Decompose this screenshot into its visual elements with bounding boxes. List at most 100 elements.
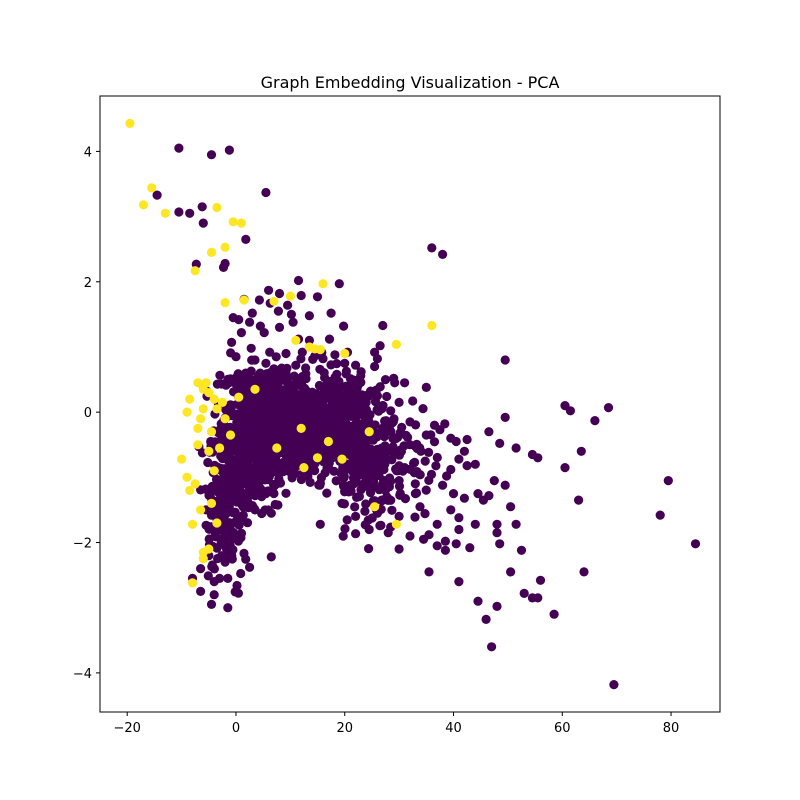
x-tick-label: 0 bbox=[232, 721, 240, 736]
data-point-class-0 bbox=[535, 575, 546, 585]
data-point-class-0 bbox=[492, 519, 502, 529]
data-point-class-0 bbox=[492, 601, 502, 612]
data-point-class-0 bbox=[356, 377, 366, 387]
data-point-class-0 bbox=[206, 150, 217, 160]
data-point-class-0 bbox=[462, 461, 472, 471]
chart-title: Graph Embedding Visualization - PCA bbox=[261, 73, 560, 92]
data-point-class-1 bbox=[206, 427, 217, 437]
x-tick-label: 20 bbox=[336, 721, 353, 736]
data-point-class-0 bbox=[386, 427, 396, 437]
data-point-class-0 bbox=[221, 526, 232, 536]
data-point-class-0 bbox=[378, 423, 388, 433]
data-point-class-0 bbox=[446, 505, 456, 515]
data-point-class-0 bbox=[316, 473, 326, 483]
data-point-class-0 bbox=[353, 492, 363, 502]
data-point-class-1 bbox=[185, 394, 195, 404]
data-point-class-1 bbox=[212, 202, 222, 213]
data-point-class-0 bbox=[340, 358, 350, 368]
data-point-class-0 bbox=[334, 437, 345, 447]
data-point-class-0 bbox=[384, 494, 394, 504]
data-point-class-0 bbox=[275, 429, 285, 439]
data-point-class-0 bbox=[372, 391, 382, 401]
data-point-class-0 bbox=[487, 642, 497, 652]
data-point-class-0 bbox=[233, 476, 243, 486]
data-point-class-1 bbox=[364, 427, 374, 437]
y-axis: −4 −2 0 2 4 bbox=[73, 145, 100, 682]
data-point-class-0 bbox=[264, 285, 274, 295]
data-point-class-0 bbox=[386, 406, 396, 416]
data-point-class-0 bbox=[343, 401, 353, 411]
data-point-class-0 bbox=[266, 508, 276, 518]
data-point-class-0 bbox=[519, 588, 529, 599]
data-point-class-0 bbox=[288, 317, 298, 327]
data-point-class-0 bbox=[310, 351, 320, 361]
data-point-class-0 bbox=[389, 373, 399, 383]
data-point-class-0 bbox=[459, 446, 469, 456]
data-point-class-0 bbox=[500, 355, 510, 365]
data-point-class-0 bbox=[305, 437, 316, 448]
data-point-class-0 bbox=[340, 524, 350, 534]
data-point-class-0 bbox=[301, 363, 311, 373]
data-point-class-0 bbox=[334, 376, 344, 386]
data-point-class-0 bbox=[473, 489, 483, 499]
data-point-class-1 bbox=[193, 423, 203, 433]
data-point-class-0 bbox=[338, 461, 348, 471]
data-point-class-0 bbox=[344, 392, 354, 402]
data-point-class-1 bbox=[391, 519, 401, 529]
data-point-class-0 bbox=[288, 446, 298, 456]
data-point-class-0 bbox=[394, 397, 404, 407]
data-point-class-0 bbox=[312, 292, 323, 302]
data-point-class-0 bbox=[218, 262, 229, 272]
data-point-class-0 bbox=[237, 402, 248, 412]
data-point-class-0 bbox=[388, 442, 398, 452]
data-point-class-0 bbox=[506, 567, 516, 577]
data-point-class-0 bbox=[254, 436, 264, 446]
data-point-class-0 bbox=[370, 420, 380, 430]
data-point-class-0 bbox=[236, 533, 246, 543]
data-point-class-1 bbox=[312, 453, 323, 463]
data-point-class-0 bbox=[223, 573, 233, 584]
data-point-class-0 bbox=[579, 567, 589, 577]
data-point-class-0 bbox=[315, 364, 325, 374]
data-point-class-0 bbox=[218, 436, 228, 446]
data-point-class-0 bbox=[334, 279, 344, 289]
data-point-class-0 bbox=[376, 520, 386, 531]
data-point-class-0 bbox=[270, 499, 280, 510]
data-point-class-0 bbox=[215, 370, 225, 380]
data-point-class-0 bbox=[311, 397, 321, 407]
data-point-class-0 bbox=[421, 430, 431, 440]
data-point-class-0 bbox=[405, 440, 415, 450]
data-point-class-0 bbox=[272, 479, 282, 489]
data-point-class-0 bbox=[332, 359, 342, 369]
y-tick-label: −4 bbox=[73, 667, 92, 682]
data-point-class-0 bbox=[389, 414, 399, 424]
data-point-class-1 bbox=[206, 247, 217, 257]
data-point-class-0 bbox=[431, 461, 441, 471]
data-point-class-1 bbox=[204, 544, 214, 554]
data-point-class-0 bbox=[442, 471, 452, 481]
data-point-class-0 bbox=[379, 475, 389, 486]
data-point-class-1 bbox=[427, 320, 437, 331]
data-point-class-0 bbox=[327, 421, 337, 431]
data-point-class-0 bbox=[438, 249, 448, 259]
data-point-class-0 bbox=[324, 334, 335, 344]
data-point-class-0 bbox=[420, 456, 430, 466]
data-point-class-1 bbox=[160, 208, 170, 218]
data-point-class-0 bbox=[203, 571, 213, 581]
data-point-class-0 bbox=[311, 415, 321, 425]
data-point-class-0 bbox=[354, 400, 364, 410]
data-point-class-1 bbox=[315, 345, 325, 355]
data-point-class-1 bbox=[299, 463, 309, 473]
data-point-class-0 bbox=[429, 437, 440, 447]
data-point-class-1 bbox=[285, 291, 295, 301]
data-point-class-1 bbox=[206, 498, 217, 508]
data-point-class-0 bbox=[440, 536, 450, 546]
data-point-class-0 bbox=[289, 371, 299, 381]
data-point-class-0 bbox=[410, 512, 420, 522]
data-point-class-0 bbox=[320, 382, 330, 392]
data-point-class-0 bbox=[243, 478, 253, 488]
data-point-class-0 bbox=[416, 446, 426, 456]
data-point-class-0 bbox=[329, 466, 339, 476]
data-point-class-0 bbox=[418, 404, 428, 414]
data-point-class-0 bbox=[361, 405, 371, 415]
